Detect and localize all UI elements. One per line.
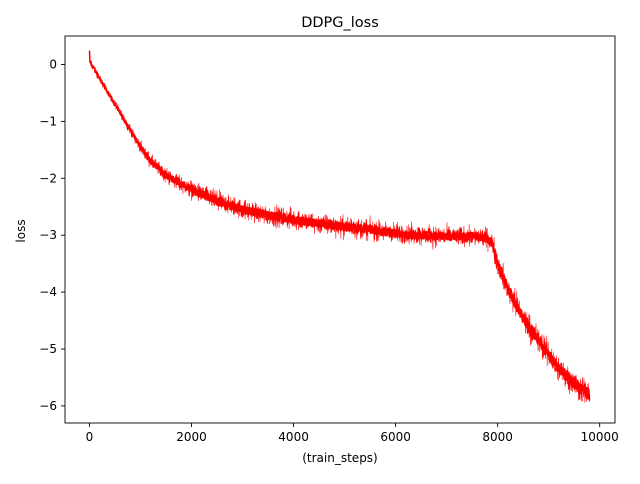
x-tick-label: 10000 [581,430,619,444]
y-tick-label: −3 [39,228,57,242]
x-tick-label: 0 [86,430,94,444]
y-tick-label: −4 [39,285,57,299]
x-tick-label: 2000 [176,430,207,444]
y-tick-label: −1 [39,114,57,128]
loss-series-line [88,50,591,401]
x-tick-label: 4000 [278,430,309,444]
plot-frame [64,35,616,424]
x-axis-label: (train_steps) [302,451,378,465]
y-tick-label: 0 [49,57,57,71]
y-axis-label: loss [14,219,28,242]
x-tick-label: 6000 [380,430,411,444]
y-tick-label: −5 [39,342,57,356]
y-axis-ticks: 0 −1 −2 −3 −4 −5 −6 [39,57,65,413]
y-tick-label: −2 [39,171,57,185]
x-axis-ticks: 0 2000 4000 6000 8000 10000 [86,423,619,444]
x-tick-label: 8000 [482,430,513,444]
chart-title: DDPG_loss [301,15,379,31]
y-tick-label: −6 [39,399,57,413]
